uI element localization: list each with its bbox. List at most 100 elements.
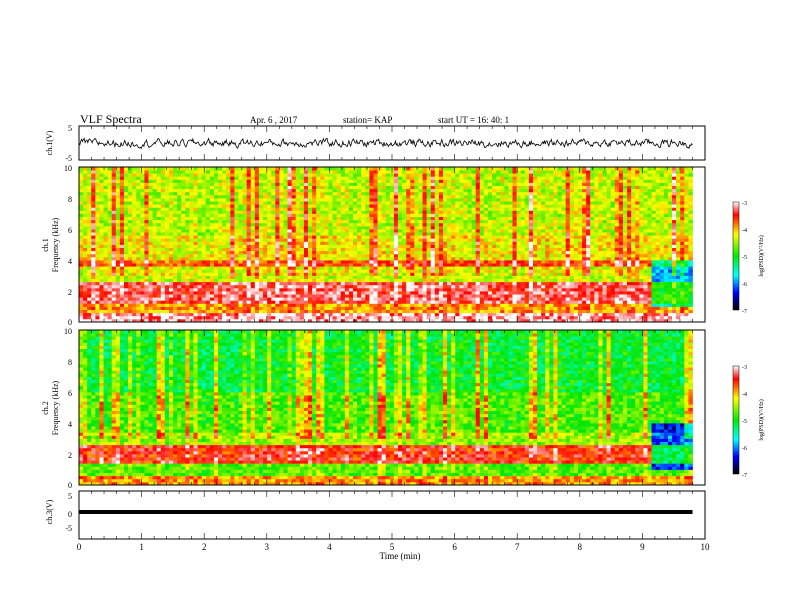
spectrogram-cell xyxy=(308,238,313,242)
spectrogram-cell xyxy=(369,170,374,174)
spectrogram-cell xyxy=(463,188,468,193)
spectrogram-cell xyxy=(181,216,186,221)
spectrogram-cell xyxy=(275,238,280,242)
spectrogram-cell xyxy=(340,306,346,310)
spectrogram-cell xyxy=(447,235,452,239)
spectrogram-cell xyxy=(128,287,133,292)
spectrogram-cell xyxy=(279,318,284,323)
spectrogram-cell xyxy=(316,241,321,245)
spectrogram-cell xyxy=(283,287,288,292)
spectrogram-cell xyxy=(111,309,117,314)
spectrogram-cell xyxy=(128,284,133,289)
spectrogram-cell xyxy=(213,287,219,292)
spectrogram-cell xyxy=(303,272,309,276)
spectrogram-cell xyxy=(242,272,248,276)
spectrogram-cell xyxy=(79,263,84,267)
spectrogram-cell xyxy=(107,291,113,295)
figure-title: VLF Spectra xyxy=(80,112,142,126)
spectrogram-cell xyxy=(136,266,141,270)
spectrogram-cell xyxy=(377,222,383,227)
spectrogram-cell xyxy=(426,201,432,205)
spectrogram-cell xyxy=(103,315,109,320)
spectrogram-cell xyxy=(115,291,121,295)
spectrogram-cell xyxy=(463,204,468,208)
spectrogram-cell xyxy=(197,207,203,211)
spectrogram-cell xyxy=(303,247,309,252)
spectrogram-cell xyxy=(103,303,109,307)
spectrogram-cell xyxy=(173,185,178,190)
spectrogram-cell xyxy=(320,204,325,208)
spectrogram-cell xyxy=(254,294,260,298)
spectrogram-cell xyxy=(430,297,436,301)
spectrogram-cell xyxy=(377,263,383,267)
spectrogram-cell xyxy=(438,250,444,255)
spectrogram-cell xyxy=(377,210,383,214)
spectrogram-cell xyxy=(238,278,243,283)
spectrogram-cell xyxy=(312,198,317,202)
spectrogram-cell xyxy=(344,182,350,186)
spectrogram-cell xyxy=(263,272,268,276)
spectrogram-cell xyxy=(136,179,141,183)
spectrogram-cell xyxy=(189,272,194,276)
spectrogram-cell xyxy=(218,235,223,239)
spectrogram-cell xyxy=(389,266,395,270)
spectrogram-cell xyxy=(381,306,387,310)
spectrogram-cell xyxy=(430,225,436,230)
spectrogram-cell xyxy=(316,213,321,217)
spectrogram-cell xyxy=(99,232,104,236)
spectrogram-cell xyxy=(316,207,321,211)
spectrogram-cell xyxy=(79,287,84,292)
spectrogram-cell xyxy=(201,204,207,208)
spectrogram-cell xyxy=(103,204,109,208)
spectrogram-cell xyxy=(136,213,141,217)
spectrogram-cell xyxy=(218,179,223,183)
spectrogram-cell xyxy=(152,201,158,205)
spectrogram-cell xyxy=(393,250,399,255)
spectrogram-cell xyxy=(308,194,313,199)
spectrogram-cell xyxy=(213,241,219,245)
spectrogram-cell xyxy=(463,241,468,245)
spectrogram-cell xyxy=(83,247,88,252)
spectrogram-cell xyxy=(193,287,199,292)
spectrogram-cell xyxy=(226,179,231,183)
spectrogram-cell xyxy=(164,250,170,255)
spectrogram-cell xyxy=(418,204,423,208)
spectrogram-cell xyxy=(344,222,350,227)
spectrogram-cell xyxy=(459,176,464,180)
spectrogram-cell xyxy=(479,210,485,214)
spectrogram-cell xyxy=(328,306,333,310)
spectrogram-cell xyxy=(328,291,333,295)
spectrogram-cell xyxy=(361,306,366,310)
spectrogram-cell xyxy=(111,247,117,252)
spectrogram-cell xyxy=(148,219,154,224)
spectrogram-cell xyxy=(258,182,264,186)
spectrogram-cell xyxy=(303,188,309,193)
spectrogram-cell xyxy=(455,198,460,202)
spectrogram-cell xyxy=(389,297,395,301)
spectrogram-cell xyxy=(365,188,370,193)
spectrogram-cell xyxy=(83,260,88,264)
spectrogram-cell xyxy=(140,272,145,276)
spectrogram-cell xyxy=(181,309,186,314)
spectrogram-cell xyxy=(316,315,321,320)
spectrogram-cell xyxy=(467,170,473,174)
spectrogram-cell xyxy=(111,306,117,310)
spectrogram-cell xyxy=(267,170,272,174)
spectrogram-cell xyxy=(181,170,186,174)
spectrogram-cell xyxy=(410,256,415,261)
spectrogram-cell xyxy=(287,260,293,264)
spectrogram-cell xyxy=(193,241,199,245)
spectrogram-cell xyxy=(430,312,436,317)
spectrogram-cell xyxy=(316,263,321,267)
spectrogram-cell xyxy=(242,216,248,221)
spectrogram-cell xyxy=(238,204,243,208)
spectrogram-cell xyxy=(242,253,248,258)
spectrogram-cell xyxy=(128,188,133,193)
spectrogram-cell xyxy=(250,303,256,307)
spectrogram-cell xyxy=(344,312,350,317)
spectrogram-cell xyxy=(107,198,113,202)
spectrogram-cell xyxy=(246,225,252,230)
spectrogram-cell xyxy=(205,306,211,310)
spectrogram-cell xyxy=(115,306,121,310)
spectrogram-cell xyxy=(303,229,309,233)
